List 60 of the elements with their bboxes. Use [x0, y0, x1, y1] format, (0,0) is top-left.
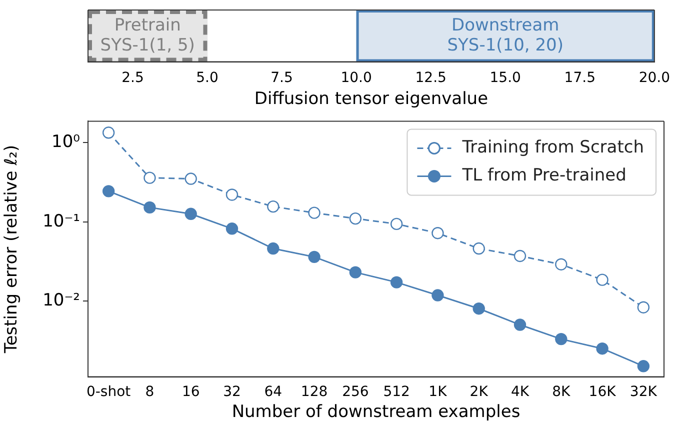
y-tick-label: 10⁻¹ — [42, 211, 80, 232]
point — [637, 360, 650, 372]
x-tick-label: 128 — [300, 384, 328, 400]
x-tick-label: 5.0 — [196, 70, 218, 86]
point — [184, 172, 197, 185]
point — [308, 206, 320, 219]
x-tick-label: 8K — [552, 384, 572, 400]
x-tick-label: 17.5 — [564, 70, 596, 86]
point — [555, 258, 568, 270]
x-tick-label: 32K — [630, 384, 658, 400]
point — [555, 332, 568, 346]
x-axis-title: Number of downstream examples — [232, 402, 520, 422]
point — [226, 222, 238, 235]
point — [226, 188, 238, 201]
point — [432, 289, 444, 302]
x-tick-label: 10.0 — [340, 70, 372, 86]
series-label: Downstream SYS-1(10, 20) — [447, 15, 564, 56]
point — [514, 318, 526, 331]
x-tick-label: 256 — [342, 384, 369, 400]
point — [390, 276, 403, 288]
point — [596, 342, 608, 355]
y-tick-label: 10⁰ — [52, 132, 80, 152]
x-tick-label: 16K — [588, 384, 617, 400]
point — [349, 266, 362, 278]
x-tick-label: 0-shot — [86, 384, 132, 400]
point — [102, 185, 115, 198]
legend-label: TL from Pre-trained — [461, 166, 626, 186]
x-tick-label: 512 — [383, 384, 410, 400]
x-tick-label: 7.5 — [270, 70, 293, 86]
x-tick-label: 2.5 — [122, 70, 144, 86]
point — [267, 200, 280, 213]
legend-label: Training from Scratch — [461, 138, 644, 158]
point — [184, 208, 197, 220]
point — [144, 172, 156, 184]
point — [432, 227, 444, 240]
point — [144, 201, 156, 214]
point — [637, 301, 650, 314]
series-label: Pretrain SYS-1(1, 5) — [100, 15, 195, 56]
point — [596, 274, 608, 286]
point — [308, 250, 320, 264]
x-tick-label: 8 — [145, 384, 154, 400]
x-tick-label: 32 — [223, 384, 241, 400]
x-tick-label: 20.0 — [638, 70, 670, 86]
x-tick-label: 12.5 — [415, 70, 446, 86]
x-axis-title: Diffusion tensor eigenvalue — [254, 89, 488, 110]
point — [472, 242, 485, 255]
x-tick-label: 2K — [470, 384, 489, 400]
point — [267, 242, 280, 255]
x-tick-label: 1K — [428, 384, 448, 400]
x-tick-label: 15.0 — [490, 70, 521, 86]
x-tick-label: 16 — [182, 384, 200, 400]
y-axis-title: Testing error (relative ℓ₂) — [2, 144, 22, 354]
point — [390, 218, 403, 230]
point — [514, 250, 526, 262]
point — [472, 302, 485, 315]
x-tick-label: 4K — [510, 384, 530, 400]
y-tick-label: 10⁻² — [42, 290, 80, 310]
point — [349, 212, 362, 225]
point — [102, 126, 115, 139]
x-tick-label: 64 — [264, 384, 282, 400]
